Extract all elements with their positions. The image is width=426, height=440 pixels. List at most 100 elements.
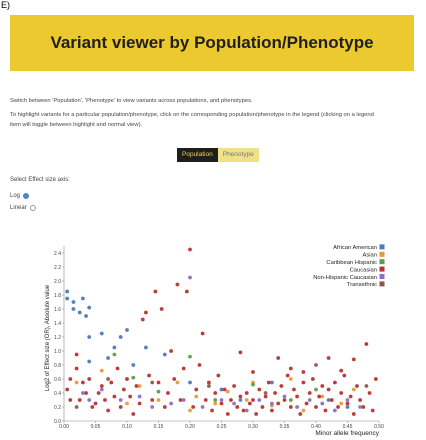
data-point[interactable] bbox=[87, 398, 92, 402]
data-point[interactable] bbox=[144, 310, 148, 315]
data-point[interactable] bbox=[339, 391, 344, 395]
data-point[interactable] bbox=[314, 387, 318, 392]
data-point[interactable] bbox=[134, 384, 139, 388]
data-point[interactable] bbox=[131, 363, 136, 367]
data-point[interactable] bbox=[194, 394, 199, 399]
legend-swatch[interactable] bbox=[379, 259, 385, 265]
data-point[interactable] bbox=[87, 305, 92, 310]
data-point[interactable] bbox=[263, 391, 268, 395]
data-point[interactable] bbox=[169, 401, 174, 406]
data-point[interactable] bbox=[276, 401, 281, 406]
data-point[interactable] bbox=[125, 328, 129, 332]
data-point[interactable] bbox=[125, 377, 129, 381]
data-point[interactable] bbox=[84, 391, 88, 395]
data-point[interactable] bbox=[99, 387, 104, 392]
data-point[interactable] bbox=[140, 317, 145, 322]
data-point[interactable] bbox=[74, 366, 79, 371]
data-point[interactable] bbox=[251, 382, 255, 387]
data-point[interactable] bbox=[112, 394, 117, 399]
data-point[interactable] bbox=[270, 380, 274, 385]
data-point[interactable] bbox=[314, 363, 318, 367]
data-point[interactable] bbox=[175, 380, 180, 385]
data-point[interactable] bbox=[279, 384, 284, 388]
data-point[interactable] bbox=[200, 331, 205, 336]
data-point[interactable] bbox=[81, 296, 85, 301]
data-point[interactable] bbox=[358, 405, 362, 409]
legend-swatch[interactable] bbox=[379, 244, 385, 250]
data-point[interactable] bbox=[137, 394, 142, 399]
data-point[interactable] bbox=[244, 408, 249, 413]
data-point[interactable] bbox=[351, 387, 356, 392]
data-point[interactable] bbox=[156, 389, 161, 394]
data-point[interactable] bbox=[99, 384, 104, 388]
data-point[interactable] bbox=[298, 412, 303, 416]
data-point[interactable] bbox=[358, 398, 362, 402]
data-point[interactable] bbox=[307, 398, 312, 402]
data-point[interactable] bbox=[162, 405, 167, 409]
data-point[interactable] bbox=[373, 377, 378, 381]
data-point[interactable] bbox=[150, 398, 155, 402]
data-point[interactable] bbox=[106, 377, 110, 381]
data-point[interactable] bbox=[74, 380, 79, 385]
data-point[interactable] bbox=[68, 377, 73, 381]
data-point[interactable] bbox=[87, 377, 92, 381]
legend-swatch[interactable] bbox=[379, 274, 385, 279]
data-point[interactable] bbox=[247, 401, 252, 406]
data-point[interactable] bbox=[270, 408, 274, 413]
data-point[interactable] bbox=[162, 352, 167, 357]
data-point[interactable] bbox=[326, 387, 331, 392]
data-point[interactable] bbox=[131, 375, 136, 380]
data-point[interactable] bbox=[260, 405, 265, 409]
legend-label[interactable]: Caucasian bbox=[350, 267, 377, 273]
data-point[interactable] bbox=[112, 352, 117, 357]
data-point[interactable] bbox=[74, 405, 79, 409]
data-point[interactable] bbox=[266, 380, 271, 385]
data-point[interactable] bbox=[351, 357, 356, 362]
data-point[interactable] bbox=[301, 370, 306, 374]
data-point[interactable] bbox=[364, 384, 369, 388]
data-point[interactable] bbox=[320, 401, 325, 406]
data-point[interactable] bbox=[203, 398, 208, 402]
data-point[interactable] bbox=[329, 398, 334, 402]
data-point[interactable] bbox=[181, 398, 186, 402]
data-point[interactable] bbox=[77, 398, 82, 402]
data-point[interactable] bbox=[169, 349, 174, 353]
data-point[interactable] bbox=[71, 300, 76, 304]
data-point[interactable] bbox=[225, 389, 230, 394]
data-point[interactable] bbox=[225, 412, 230, 416]
data-point[interactable] bbox=[210, 408, 214, 413]
data-point[interactable] bbox=[238, 394, 243, 399]
data-point[interactable] bbox=[131, 412, 136, 416]
data-point[interactable] bbox=[238, 350, 243, 355]
data-point[interactable] bbox=[282, 394, 287, 399]
data-point[interactable] bbox=[323, 408, 328, 413]
data-point[interactable] bbox=[320, 384, 325, 388]
data-point[interactable] bbox=[235, 405, 240, 409]
data-point[interactable] bbox=[118, 405, 123, 409]
data-point[interactable] bbox=[153, 289, 158, 294]
data-point[interactable] bbox=[166, 391, 170, 395]
data-point[interactable] bbox=[254, 412, 259, 416]
data-point[interactable] bbox=[128, 394, 133, 399]
data-point[interactable] bbox=[351, 412, 356, 416]
data-point[interactable] bbox=[270, 401, 274, 406]
data-point[interactable] bbox=[307, 391, 312, 395]
data-point[interactable] bbox=[288, 398, 293, 402]
data-point[interactable] bbox=[219, 401, 224, 406]
data-point[interactable] bbox=[188, 408, 192, 413]
data-point[interactable] bbox=[336, 405, 340, 409]
data-point[interactable] bbox=[292, 387, 296, 392]
data-point[interactable] bbox=[87, 359, 92, 364]
data-point[interactable] bbox=[81, 380, 85, 385]
data-point[interactable] bbox=[175, 282, 180, 287]
data-point[interactable] bbox=[213, 391, 218, 395]
data-point[interactable] bbox=[288, 366, 293, 371]
data-point[interactable] bbox=[333, 408, 337, 413]
data-point[interactable] bbox=[156, 398, 161, 402]
data-point[interactable] bbox=[320, 394, 325, 399]
data-point[interactable] bbox=[178, 398, 183, 402]
data-point[interactable] bbox=[304, 401, 309, 406]
data-point[interactable] bbox=[87, 335, 92, 339]
data-point[interactable] bbox=[77, 310, 82, 315]
data-point[interactable] bbox=[232, 401, 237, 406]
